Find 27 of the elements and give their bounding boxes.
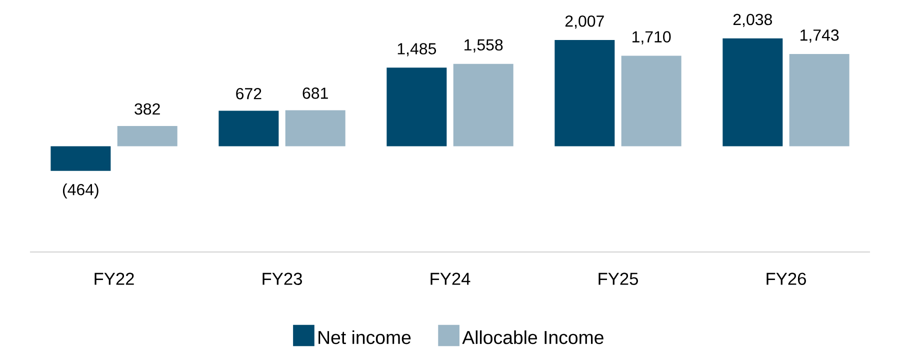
data-label: 1,743	[800, 29, 839, 43]
bar	[386, 68, 447, 146]
x-tick-label: FY24	[430, 272, 470, 285]
data-label: 1,485	[398, 43, 436, 56]
bar	[722, 38, 783, 146]
data-label: 681	[302, 88, 328, 99]
data-label: (464)	[62, 184, 98, 198]
bar	[50, 146, 111, 171]
x-tick-label: FY23	[262, 272, 302, 285]
legend-label: Allocable Income	[462, 330, 604, 344]
bar	[554, 40, 615, 146]
data-label: 672	[236, 88, 262, 100]
data-label: 2,007	[565, 15, 604, 29]
x-tick-label: FY26	[766, 272, 806, 285]
data-label: 382	[134, 103, 160, 115]
bar	[621, 56, 682, 146]
bar	[218, 110, 279, 146]
data-label: 1,710	[632, 31, 671, 44]
x-tick-label: FY25	[598, 272, 638, 285]
data-label: 1,558	[464, 39, 503, 52]
bar	[117, 126, 178, 146]
legend-label: Net income	[318, 330, 411, 344]
x-tick-label: FY22	[94, 272, 134, 285]
bar	[453, 64, 514, 146]
bar	[789, 54, 850, 146]
bar	[285, 110, 346, 146]
data-label: 2,038	[733, 14, 772, 28]
